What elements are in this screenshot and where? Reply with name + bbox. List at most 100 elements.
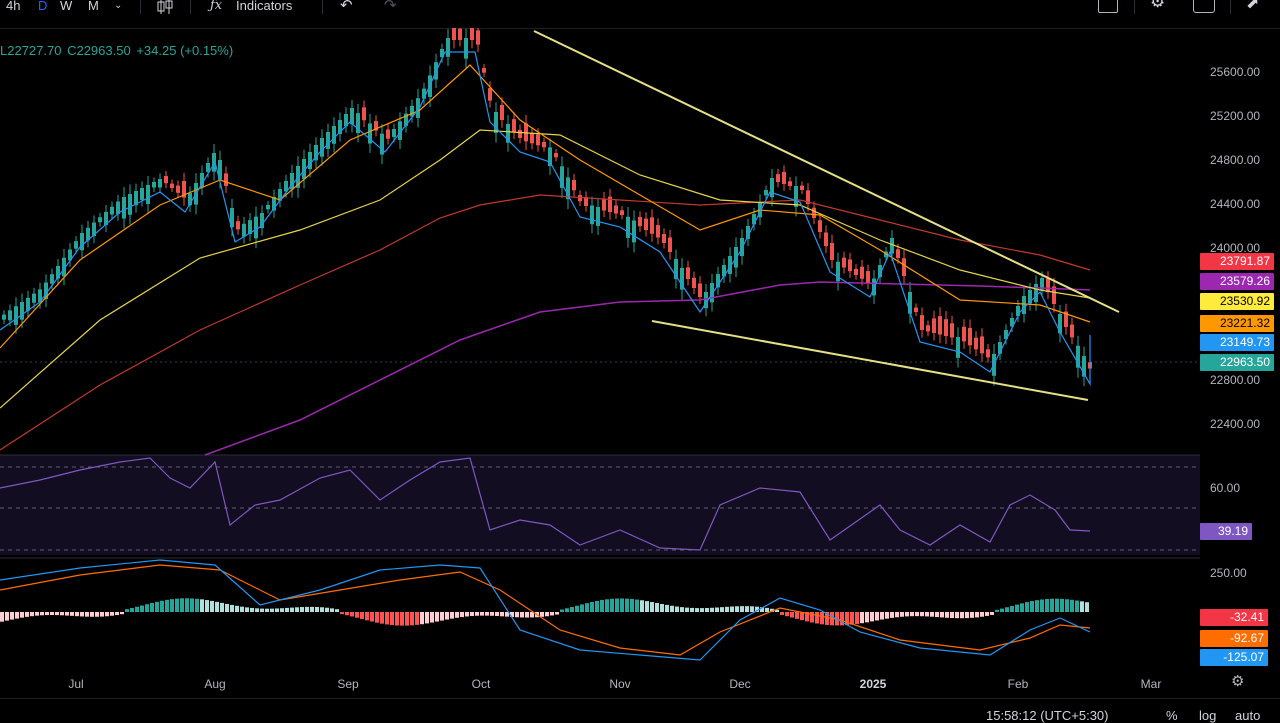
macd-bar-positive: [190, 598, 194, 612]
candle-down: [470, 28, 474, 40]
candle-down: [542, 141, 546, 148]
macd-bar-positive: [215, 601, 219, 612]
toolbar-divider: [140, 0, 141, 14]
macd-bar-negative: [805, 612, 809, 622]
interval-4h-button[interactable]: 4h: [6, 0, 21, 13]
macd-bar-positive: [1075, 600, 1079, 612]
candle-up: [674, 259, 678, 280]
time-axis-label: Sep: [337, 677, 359, 691]
candle-down: [602, 198, 606, 211]
candle-down: [512, 119, 516, 132]
chevron-down-icon[interactable]: ⌄: [114, 0, 123, 11]
candle-up: [230, 208, 234, 228]
macd-bar-positive: [325, 607, 329, 612]
chart-canvas[interactable]: [0, 28, 1200, 698]
percent-toggle[interactable]: %: [1166, 708, 1178, 723]
candle-up: [350, 108, 354, 125]
macd-bar-negative: [100, 612, 104, 617]
macd-bar-positive: [625, 598, 629, 612]
macd-bar-negative: [445, 612, 449, 620]
macd-bar-positive: [680, 607, 684, 612]
macd-bar-positive: [1055, 598, 1059, 612]
legend-change: +34.25 (+0.15%): [136, 43, 234, 58]
candle-down: [1070, 324, 1074, 338]
ma-orange-line: [0, 64, 1091, 349]
settings-gear-icon[interactable]: ⚙: [1231, 673, 1245, 690]
candles-icon[interactable]: [155, 0, 175, 14]
gear-icon[interactable]: ⚙: [1150, 0, 1166, 11]
macd-bar-positive: [650, 602, 654, 612]
macd-bar-positive: [725, 606, 729, 612]
macd-bar-positive: [665, 604, 669, 612]
macd-bar-positive: [310, 606, 314, 612]
candle-up: [908, 292, 912, 314]
interval-m-button[interactable]: M: [88, 0, 99, 13]
interval-d-button[interactable]: D: [38, 0, 48, 13]
macd-bar-negative: [940, 612, 944, 618]
candle-up: [464, 38, 468, 59]
candle-up: [122, 197, 126, 219]
macd-bar-positive: [670, 605, 674, 612]
candle-up: [302, 159, 306, 180]
price-axis-label: 22400.00: [1210, 417, 1261, 431]
macd-bar-negative: [975, 612, 979, 618]
undo-icon[interactable]: ↶: [340, 0, 353, 14]
macd-bar-positive: [710, 607, 714, 612]
macd-bar-negative: [80, 612, 84, 617]
macd-bar-positive: [1080, 601, 1084, 612]
macd-bar-positive: [700, 608, 704, 612]
indicators-button[interactable]: Indicators: [236, 0, 293, 13]
macd-bar-negative: [495, 612, 499, 617]
macd-bar-positive: [750, 606, 754, 612]
macd-bar-positive: [315, 606, 319, 612]
candle-up: [752, 214, 756, 225]
macd-bar-negative: [370, 612, 374, 622]
top-toolbar: 4h D W M ⌄ ƒx Indicators ↶ ↷ ⚙ ⬈: [0, 0, 1280, 29]
candle-up: [794, 186, 798, 207]
candle-up: [62, 257, 66, 277]
candle-up: [104, 212, 108, 225]
macd-bar-positive: [570, 607, 574, 612]
macd-bar-positive: [740, 606, 744, 612]
candle-up: [1040, 278, 1044, 290]
macd-bar-negative: [945, 612, 949, 618]
macd-bar-negative: [920, 612, 924, 617]
rsi-level-label: 60.00: [1210, 481, 1241, 495]
redo-icon[interactable]: ↷: [384, 0, 397, 14]
clock-readout[interactable]: 15:58:12 (UTC+5:30): [986, 708, 1109, 723]
price-axis-label: 24000.00: [1210, 241, 1261, 255]
macd-bar-negative: [355, 612, 359, 618]
macd-bar-positive: [760, 607, 764, 612]
publish-icon[interactable]: ⬈: [1246, 0, 1260, 12]
macd-bar-positive: [295, 607, 299, 612]
candle-down: [968, 327, 972, 346]
fullscreen-icon[interactable]: [1098, 0, 1118, 13]
toolbar-divider: [322, 0, 323, 14]
candle-up: [254, 216, 258, 239]
macd-bar-negative: [450, 612, 454, 619]
macd-bar-positive: [140, 605, 144, 612]
interval-w-button[interactable]: W: [60, 0, 73, 13]
camera-icon[interactable]: [1193, 0, 1215, 13]
candle-down: [788, 181, 792, 186]
macd-bar-negative: [345, 612, 349, 616]
candle-up: [80, 233, 84, 251]
macd-bar-positive: [1065, 599, 1069, 612]
rsi-value-tag: 39.19: [1200, 523, 1252, 540]
candle-up: [548, 147, 552, 166]
candle-up: [878, 265, 882, 278]
log-toggle[interactable]: log: [1199, 708, 1217, 723]
macd-bar-positive: [240, 606, 244, 612]
auto-toggle[interactable]: auto: [1235, 708, 1261, 723]
candle-down: [824, 232, 828, 246]
macd-bar-negative: [480, 612, 484, 616]
candle-up: [134, 191, 138, 206]
macd-bar-positive: [695, 608, 699, 612]
candle-up: [116, 201, 120, 214]
macd-bar-negative: [960, 612, 964, 619]
candle-up: [242, 223, 246, 237]
candle-up: [704, 292, 708, 309]
macd-bar-positive: [290, 607, 294, 612]
macd-bar-negative: [490, 612, 494, 616]
candle-up: [596, 207, 600, 226]
